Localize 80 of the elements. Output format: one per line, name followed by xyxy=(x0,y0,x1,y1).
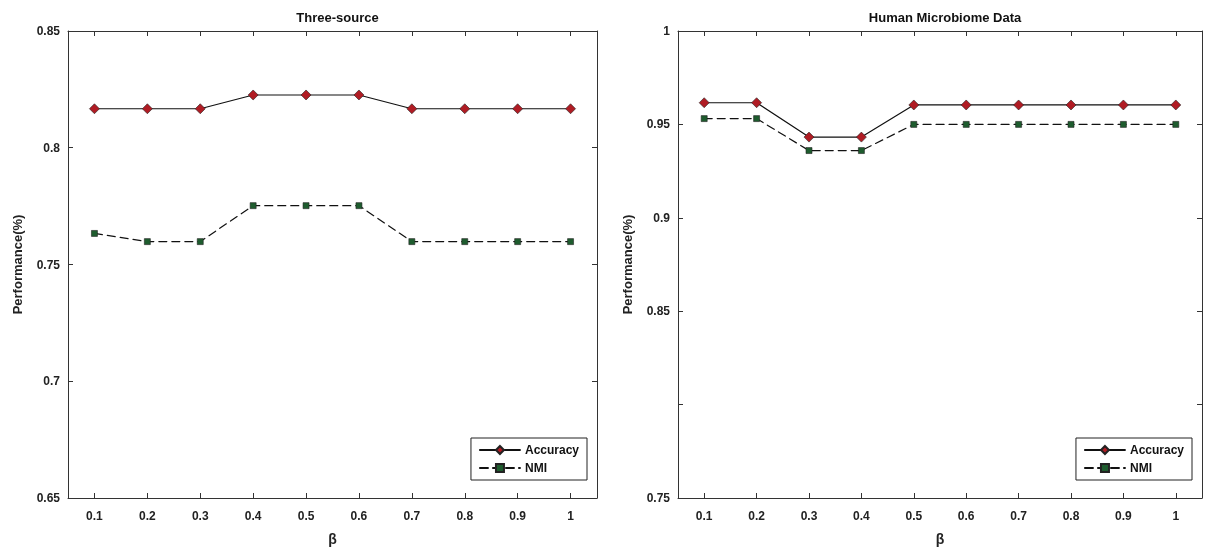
y-tick-label: 0.85 xyxy=(646,304,671,319)
point xyxy=(1067,121,1075,128)
point xyxy=(567,238,574,245)
point xyxy=(803,131,815,143)
y-axis-title: Performance(%) xyxy=(620,214,635,315)
point xyxy=(1118,99,1129,111)
point xyxy=(459,103,471,115)
x-tick-label: 0.2 xyxy=(748,509,766,523)
x-tick-label: 0.1 xyxy=(86,509,104,523)
point xyxy=(355,202,363,209)
chart-title: Human Microbiome Data xyxy=(868,10,1022,25)
y-tick-label: 0.75 xyxy=(646,491,671,505)
point xyxy=(514,238,521,245)
point xyxy=(805,147,813,154)
point xyxy=(751,97,762,109)
point xyxy=(960,99,972,111)
x-tick-label: 0.8 xyxy=(456,509,474,523)
x-tick-label: 0.6 xyxy=(957,509,975,523)
x-tick-label: 0.1 xyxy=(695,509,713,523)
x-tick-label: 1 xyxy=(1172,509,1180,523)
y-tick-label: 0.9 xyxy=(653,210,671,225)
x-tick-label: 0.4 xyxy=(853,509,871,523)
x-tick-label: 0.3 xyxy=(191,509,209,523)
point xyxy=(142,103,153,115)
x-tick-label: 0.7 xyxy=(403,509,421,523)
legend-label: Accuracy xyxy=(524,443,580,457)
x-tick-label: 0.5 xyxy=(905,509,923,523)
point xyxy=(908,99,920,111)
x-tick-label: 0.4 xyxy=(244,509,262,523)
x-tick-label: 0.5 xyxy=(297,509,315,523)
x-axis-title: β xyxy=(328,531,338,547)
point xyxy=(753,115,760,122)
point xyxy=(196,238,204,245)
chart-title: Three-source xyxy=(296,10,379,25)
point xyxy=(300,89,312,101)
point xyxy=(910,121,918,128)
point xyxy=(406,103,418,115)
y-tick-label: 0.8 xyxy=(43,140,61,155)
x-tick-label: 0.9 xyxy=(1115,509,1133,523)
point xyxy=(962,121,970,128)
point xyxy=(144,238,151,245)
point xyxy=(461,238,469,245)
x-axis-title: β xyxy=(935,531,945,547)
x-tick-label: 0.8 xyxy=(1062,509,1080,523)
point xyxy=(1172,121,1180,128)
point xyxy=(89,103,100,115)
point xyxy=(698,97,710,109)
point xyxy=(194,103,206,115)
x-tick-label: 0.3 xyxy=(800,509,818,523)
y-tick-label: 0.7 xyxy=(43,374,61,389)
y-tick-label: 0.65 xyxy=(36,491,61,505)
point xyxy=(353,89,365,101)
point xyxy=(91,230,98,237)
x-tick-label: 0.6 xyxy=(350,509,368,523)
point xyxy=(1015,121,1022,128)
y-tick-label: 0.85 xyxy=(36,24,61,38)
point xyxy=(856,131,867,143)
point xyxy=(512,103,523,115)
point xyxy=(408,238,416,245)
point xyxy=(565,103,576,115)
point xyxy=(302,202,310,209)
x-tick-label: 1 xyxy=(567,509,575,523)
point xyxy=(858,147,865,154)
x-tick-label: 0.2 xyxy=(139,509,157,523)
point xyxy=(1120,121,1127,128)
y-tick-label: 1 xyxy=(663,24,671,38)
x-tick-label: 0.9 xyxy=(509,509,527,523)
point xyxy=(1170,99,1182,111)
legend-label: NMI xyxy=(1129,461,1152,475)
point xyxy=(247,89,259,101)
y-tick-label: 0.75 xyxy=(36,257,61,272)
point xyxy=(1013,99,1024,111)
y-axis-title: Performance(%) xyxy=(10,214,25,315)
x-tick-label: 0.7 xyxy=(1010,509,1028,523)
point xyxy=(700,115,708,122)
y-tick-label: 0.95 xyxy=(646,117,671,132)
legend-label: NMI xyxy=(524,461,547,475)
legend-label: Accuracy xyxy=(1129,443,1185,457)
point xyxy=(249,202,257,209)
point xyxy=(1065,99,1077,111)
